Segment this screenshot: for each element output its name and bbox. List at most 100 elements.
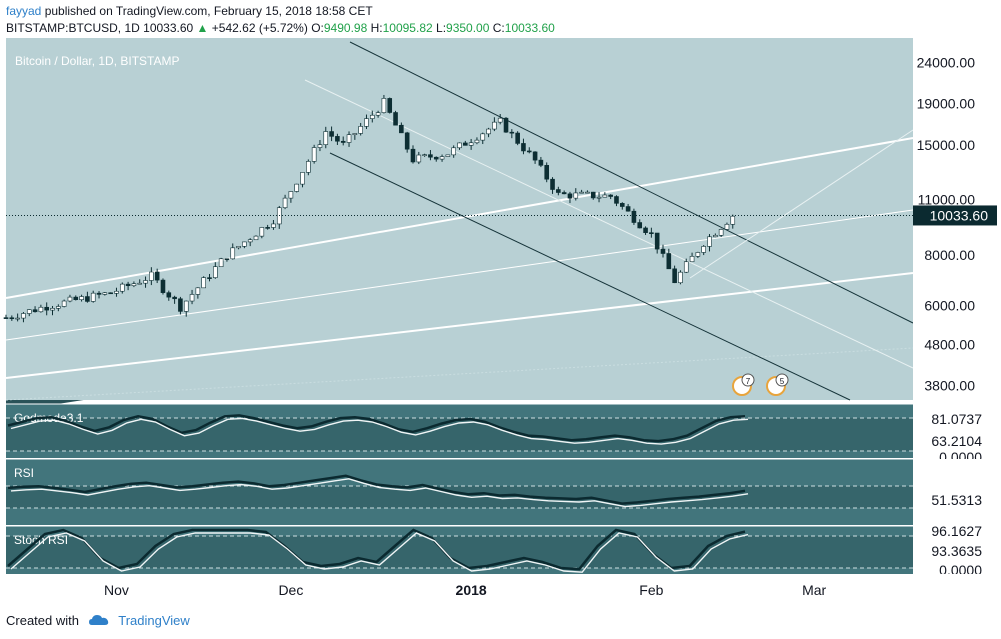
price-tick-label: 8000.00 [924,247,975,263]
tradingview-cloud-icon [88,615,108,625]
candle-body [26,309,32,314]
candle-body [9,317,15,320]
candle-body [497,117,503,123]
time-axis [0,574,1001,608]
rsi-band [6,486,913,508]
high-label: H: [370,21,383,35]
price-tick-label: 4800.00 [924,337,975,353]
candle-body [468,142,474,146]
candle-body [166,292,172,298]
price-tick-label: 15000.00 [917,137,976,153]
last-price-tag-label: 10033.60 [930,207,989,223]
candle-body [294,183,300,192]
candle-body [375,112,381,116]
candle-body [649,232,654,234]
candle-body [137,282,143,285]
candle-body [189,294,195,302]
candle-body [608,194,613,197]
change-value: +542.62 (+5.72%) [211,21,308,35]
price-tick-label: 11000.00 [918,191,976,207]
candle-body [556,189,561,193]
candle-body [178,298,183,312]
price-tick-label: 19000.00 [917,96,976,112]
candle-body [463,142,468,146]
candle-body [201,277,206,289]
rsi-line [7,474,746,505]
candle-body [573,192,579,199]
event-count-label: 5 [780,377,785,386]
candle-body [300,172,305,185]
candle-body [672,268,677,284]
symbol-line: BITSTAMP:BTCUSD, 1D 10033.60 ▲ +542.62 (… [6,21,555,35]
candle-body [352,133,358,136]
candle-body [329,131,334,137]
price-tick-label: 3800.00 [924,378,975,394]
candle-body [311,147,317,162]
candle-body [579,191,584,194]
channel-line [349,41,914,324]
candle-body [90,292,96,302]
stochrsi-signal-line [10,532,749,573]
godmode-value-label: 63.2104 [931,433,982,449]
candle-body [561,192,567,195]
event-count-label: 7 [746,377,751,386]
candle-body [654,232,660,250]
candle-body [323,131,329,145]
candle-body [521,143,526,152]
godmode-line [7,414,746,443]
candle-body [230,247,236,260]
chart-area[interactable]: 24000.00 19000.00 15000.00 11000.00 8000.00 6… [0,38,1001,608]
candle-body [340,140,346,143]
candle-body [428,154,433,158]
low-label: L: [436,21,447,35]
candle-body [596,196,602,199]
candle-body [67,296,73,302]
last-price-tag [913,205,997,226]
candle-body [660,248,666,254]
candle-body [410,148,416,163]
godmode-signal-line [10,417,749,445]
author-link[interactable]: fayyad [6,4,42,18]
godmode-axis [913,404,1001,458]
candle-body [614,196,619,204]
candle-body [433,156,439,160]
candle-body [242,241,247,247]
candle-body [154,271,160,281]
candle-body [643,227,648,233]
candle-body [79,296,84,301]
candle-body [96,292,102,295]
candle-body [236,246,241,249]
candle-body [131,283,137,287]
candle-body [678,271,683,284]
candle-body [701,246,706,253]
candle-body [364,118,369,127]
candle-body [486,128,491,135]
candle-body [183,300,189,312]
candle-body [38,306,44,313]
trendline [5,347,914,401]
candle-body [631,210,637,223]
candle-body [346,134,352,143]
candle-body [707,236,712,247]
candle-body [369,114,375,119]
candle-body [567,193,573,199]
tradingview-brand-link[interactable]: TradingView [118,613,190,628]
candle-body [695,252,701,257]
candle-body [683,261,689,273]
candle-body [218,258,224,268]
candle-body [387,98,393,113]
candle-body [247,239,253,243]
candle-body [713,235,718,238]
rsi-title: RSI [14,466,34,480]
candle-body [666,253,672,270]
candle-body [317,144,323,148]
candle-body [393,112,398,126]
candle-body [73,296,79,301]
candle-body [282,197,288,209]
candle-body [515,132,520,144]
stochrsi-line [7,528,746,571]
candle-body [119,283,125,292]
candle-body [56,306,61,309]
candle-body [619,203,625,207]
candle-body [637,222,643,229]
